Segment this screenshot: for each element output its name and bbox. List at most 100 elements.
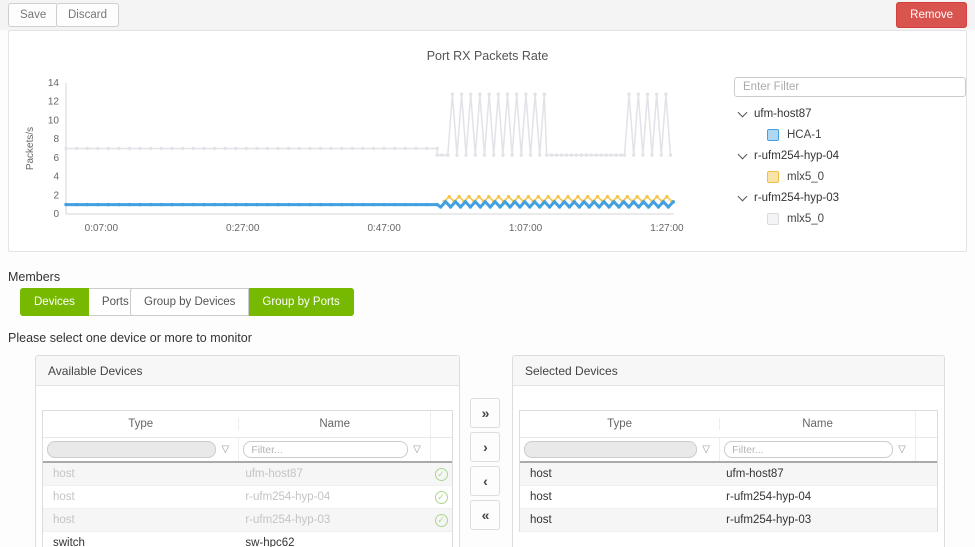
selected-devices-panel: Selected Devices Type Name ▽ ▽ host ufm-h… bbox=[512, 355, 945, 547]
available-filter-row: ▽ ▽ bbox=[43, 438, 452, 463]
device-type-cell: host bbox=[530, 514, 552, 526]
move-left-button[interactable]: ‹ bbox=[470, 466, 500, 496]
tree-device-ufm-host87[interactable]: ufm-host87 bbox=[737, 103, 969, 124]
selected-check-icon: ✓ bbox=[434, 467, 448, 481]
table-row[interactable]: host r-ufm254-hyp-03 ✓ bbox=[43, 509, 452, 532]
device-name-cell: ufm-host87 bbox=[245, 468, 303, 480]
device-name-cell: r-ufm254-hyp-04 bbox=[726, 491, 812, 503]
column-header-status bbox=[430, 411, 452, 437]
svg-text:10: 10 bbox=[48, 115, 60, 126]
selected-rows: host ufm-host87 host r-ufm254-hyp-04 host r-u… bbox=[520, 463, 937, 532]
move-all-left-button[interactable]: « bbox=[470, 500, 500, 530]
tree-port-label: mlx5_0 bbox=[787, 212, 825, 225]
svg-text:14: 14 bbox=[48, 78, 60, 89]
member-type-toggle-group: Devices Ports bbox=[20, 288, 143, 316]
device-type-cell: host bbox=[530, 491, 552, 503]
svg-text:0:07:00: 0:07:00 bbox=[85, 223, 119, 234]
remove-button[interactable]: Remove bbox=[896, 2, 967, 28]
svg-text:2: 2 bbox=[53, 190, 59, 201]
table-row[interactable]: switch sw-hpc62 bbox=[43, 532, 452, 547]
move-all-right-button[interactable]: » bbox=[470, 398, 500, 428]
table-row[interactable]: host ufm-host87 bbox=[520, 463, 937, 486]
device-name-cell: sw-hpc62 bbox=[245, 537, 295, 547]
table-row[interactable]: host ufm-host87 ✓ bbox=[43, 463, 452, 486]
save-button[interactable]: Save bbox=[8, 3, 59, 27]
discard-button[interactable]: Discard bbox=[56, 3, 119, 27]
filter-funnel-icon[interactable]: ▽ bbox=[702, 444, 710, 455]
tree-port-mlx5_0[interactable]: mlx5_0 bbox=[767, 166, 969, 187]
row-status-cell: ✓ bbox=[430, 463, 452, 485]
row-status-cell bbox=[430, 532, 452, 547]
tree-device-label: r-ufm254-hyp-04 bbox=[754, 149, 840, 162]
available-rows: host ufm-host87 ✓ host r-ufm254-hyp-04 ✓ host r… bbox=[43, 463, 452, 547]
row-status-cell: ✓ bbox=[430, 486, 452, 508]
svg-text:4: 4 bbox=[53, 172, 59, 183]
svg-text:1:27:00: 1:27:00 bbox=[650, 223, 684, 234]
chevron-down-icon[interactable] bbox=[737, 191, 748, 201]
toggle-group-by-ports[interactable]: Group by Ports bbox=[249, 288, 354, 316]
tree-port-HCA-1[interactable]: HCA-1 bbox=[767, 124, 969, 145]
transfer-controls: » › ‹ « bbox=[470, 398, 500, 534]
svg-text:8: 8 bbox=[53, 134, 59, 145]
tree-device-label: ufm-host87 bbox=[754, 107, 812, 120]
available-type-filter-input[interactable] bbox=[47, 441, 217, 458]
filter-funnel-icon[interactable]: ▽ bbox=[413, 444, 421, 455]
selection-hint: Please select one device or more to moni… bbox=[8, 331, 252, 345]
device-type-cell: host bbox=[53, 468, 75, 480]
chevron-down-icon[interactable] bbox=[737, 149, 748, 159]
svg-text:6: 6 bbox=[53, 153, 59, 164]
tree-port-label: HCA-1 bbox=[787, 128, 822, 141]
svg-text:Packets/s: Packets/s bbox=[25, 127, 36, 170]
chart-panel: Port RX Packets Rate 0 2 4 6 8 10 12 14 Packets/… bbox=[8, 30, 967, 252]
device-type-cell: switch bbox=[53, 537, 85, 547]
column-header-name: Name bbox=[319, 418, 350, 430]
rx-packets-chart: 0 2 4 6 8 10 12 14 Packets/s 0:07:00 0:27:00 0:47:0… bbox=[25, 78, 684, 234]
svg-text:0:47:00: 0:47:00 bbox=[367, 223, 401, 234]
grouping-toggle-group: Group by Devices Group by Ports bbox=[130, 288, 354, 316]
device-name-cell: r-ufm254-hyp-03 bbox=[726, 514, 812, 526]
table-row[interactable]: host r-ufm254-hyp-04 ✓ bbox=[43, 486, 452, 509]
row-status-cell bbox=[915, 509, 937, 531]
toggle-devices[interactable]: Devices bbox=[20, 288, 89, 316]
svg-text:1:07:00: 1:07:00 bbox=[509, 223, 543, 234]
svg-text:0:27:00: 0:27:00 bbox=[226, 223, 260, 234]
device-name-cell: ufm-host87 bbox=[726, 468, 784, 480]
column-header-type: Type bbox=[520, 418, 721, 430]
tree-port-label: mlx5_0 bbox=[787, 170, 825, 183]
tree-device-r-ufm254-hyp-03[interactable]: r-ufm254-hyp-03 bbox=[737, 187, 969, 208]
column-header-name: Name bbox=[802, 418, 833, 430]
move-right-button[interactable]: › bbox=[470, 432, 500, 462]
available-devices-title: Available Devices bbox=[36, 356, 459, 386]
series-color-checkbox[interactable] bbox=[767, 170, 779, 183]
device-name-cell: r-ufm254-hyp-03 bbox=[245, 514, 331, 526]
top-toolbar: Save Discard Remove bbox=[0, 0, 975, 30]
members-label: Members bbox=[8, 270, 61, 284]
table-row[interactable]: host r-ufm254-hyp-03 bbox=[520, 509, 937, 532]
tree-port-mlx5_0[interactable]: mlx5_0 bbox=[767, 208, 969, 229]
toggle-group-by-devices[interactable]: Group by Devices bbox=[130, 288, 250, 316]
column-header-type: Type bbox=[43, 418, 240, 430]
series-legend-tree: ufm-host87 HCA-1 r-ufm254-hyp-04 mlx5_0 r-uf… bbox=[737, 103, 969, 229]
chevron-down-icon[interactable] bbox=[737, 107, 748, 117]
device-type-cell: host bbox=[53, 514, 75, 526]
filter-funnel-icon[interactable]: ▽ bbox=[898, 444, 906, 455]
selected-devices-title: Selected Devices bbox=[513, 356, 944, 386]
tree-device-r-ufm254-hyp-04[interactable]: r-ufm254-hyp-04 bbox=[737, 145, 969, 166]
row-status-cell: ✓ bbox=[430, 509, 452, 531]
available-name-filter-input[interactable] bbox=[243, 441, 408, 458]
selected-check-icon: ✓ bbox=[434, 513, 448, 527]
available-table-header: Type Name bbox=[43, 411, 452, 438]
table-row[interactable]: host r-ufm254-hyp-04 bbox=[520, 486, 937, 509]
filter-funnel-icon[interactable]: ▽ bbox=[221, 444, 230, 455]
series-color-checkbox[interactable] bbox=[767, 128, 779, 141]
device-type-cell: host bbox=[53, 491, 75, 503]
selected-filter-row: ▽ ▽ bbox=[520, 438, 937, 463]
series-color-checkbox[interactable] bbox=[767, 212, 779, 225]
legend-filter-input[interactable] bbox=[734, 77, 966, 97]
selected-check-icon: ✓ bbox=[434, 490, 448, 504]
tree-device-label: r-ufm254-hyp-03 bbox=[754, 191, 840, 204]
selected-type-filter-input[interactable] bbox=[524, 441, 698, 458]
svg-text:0: 0 bbox=[53, 209, 59, 220]
selected-name-filter-input[interactable] bbox=[724, 441, 893, 458]
svg-text:12: 12 bbox=[48, 97, 60, 108]
